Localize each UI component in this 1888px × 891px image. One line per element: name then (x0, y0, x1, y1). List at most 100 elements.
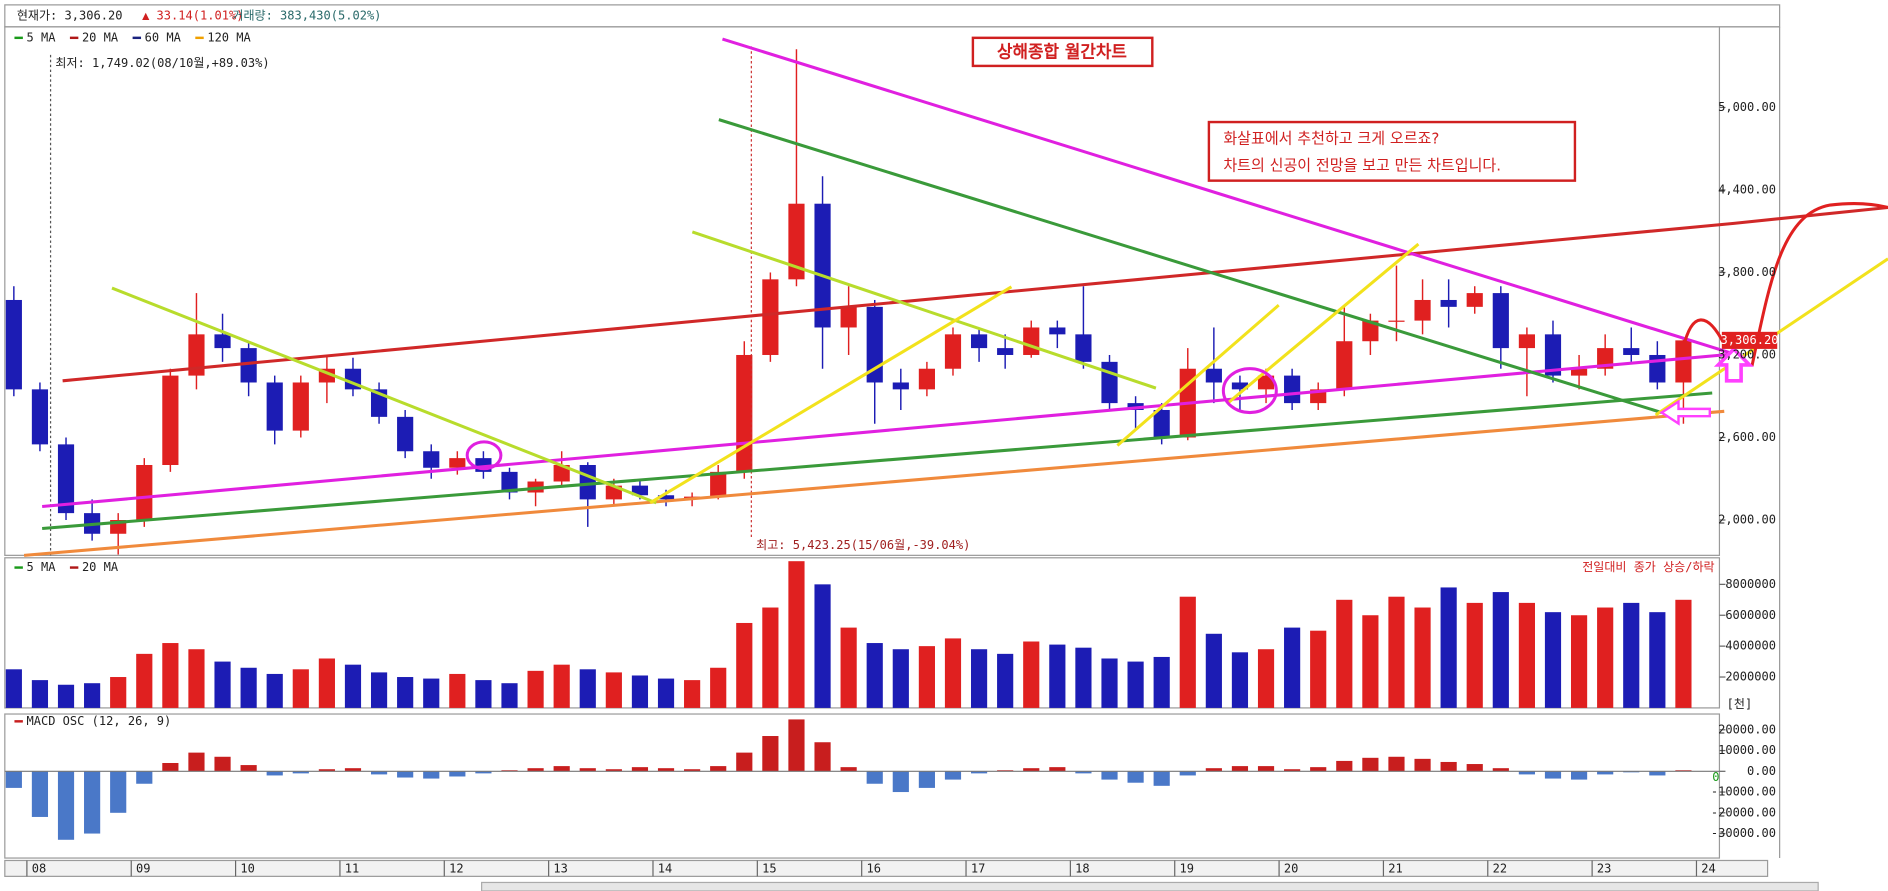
volume-bar (736, 622, 753, 708)
macd-bar (136, 771, 153, 784)
candle-body (1153, 409, 1170, 438)
candle-body (1388, 320, 1405, 322)
volume-bar (1231, 652, 1249, 708)
volume-bar (501, 683, 518, 708)
forecast-curve (1750, 202, 1888, 367)
volume-bar (475, 680, 492, 708)
candle-body (1049, 327, 1066, 335)
volume-bar (1336, 599, 1353, 708)
macd-bar (1597, 771, 1614, 775)
left-arrow (1659, 399, 1711, 426)
candle-body (892, 382, 909, 390)
candle-body (1570, 368, 1588, 376)
volume-bar (31, 680, 49, 708)
legend-label: 5 MA (26, 560, 56, 574)
volume-bar (1518, 602, 1535, 708)
legend-label: 5 MA (26, 30, 56, 44)
macd-bar (1310, 767, 1327, 772)
macd-bar (840, 767, 857, 772)
x-tick-label: 14 (658, 861, 672, 875)
macd-bar (188, 752, 205, 772)
volume-bar (1023, 641, 1040, 708)
macd-bar (918, 771, 935, 788)
candle-body (762, 279, 779, 355)
volume-bar (1075, 647, 1092, 708)
macd-bar (1414, 758, 1431, 772)
macd-bar (553, 766, 570, 772)
macd-bar (1101, 771, 1118, 780)
volume-bar (1257, 649, 1275, 708)
macd-bar (788, 719, 805, 772)
volume-bar (423, 678, 440, 708)
forecast-curve (1681, 318, 1726, 349)
x-tick-label: 17 (971, 861, 985, 875)
macd-bar (57, 771, 75, 840)
macd-bar (1362, 757, 1379, 772)
volume-bar (1675, 599, 1692, 708)
price-tag-label: 3,306.20 (1721, 333, 1779, 347)
note-box (1207, 120, 1577, 182)
candle-body (970, 334, 988, 349)
marks (4, 49, 1726, 877)
candle-body (1675, 340, 1692, 383)
y-tick-label: -10000.00 (1711, 785, 1776, 799)
trend-line (718, 118, 1663, 415)
volume-bar (397, 677, 414, 708)
candle-body (553, 464, 570, 482)
volume-bar (240, 667, 257, 708)
trend-line (42, 391, 1713, 531)
macd-bar (397, 771, 414, 778)
chart-title: 상해종합 월간차트 (997, 41, 1127, 62)
candle-body (449, 458, 466, 468)
volume-bar (1388, 596, 1405, 708)
volume-bar (814, 584, 831, 708)
volume-bar (631, 675, 649, 708)
macd-bar (1440, 761, 1457, 772)
volume-bar (449, 673, 466, 708)
macd-end-label: 0 (1712, 770, 1719, 784)
candle-body (292, 382, 309, 431)
volume-bar (1414, 607, 1431, 708)
volume-bar (892, 649, 909, 708)
macd-bar (449, 771, 466, 777)
volume-bar (214, 661, 231, 708)
volume-bar (970, 649, 988, 708)
volume-bar (1205, 633, 1222, 708)
y-tick-label: 2,600.00 (1718, 430, 1776, 444)
macd-bar (162, 762, 179, 772)
macd-bar (1466, 764, 1483, 772)
candle-body (631, 485, 649, 496)
macd-bar (657, 768, 675, 772)
macd-bar (527, 768, 544, 772)
y-tick-label: 6000000 (1725, 608, 1776, 622)
y-tick-label: 4000000 (1725, 639, 1776, 653)
x-tick-label: 15 (762, 861, 776, 875)
macd-bar (1284, 769, 1301, 772)
macd-bar (1544, 771, 1562, 779)
candle-body (188, 334, 205, 376)
y-tick-label: 20000.00 (1718, 722, 1776, 736)
volume-bar (553, 664, 570, 708)
info-price: 현재가: 3,306.20 (17, 8, 123, 22)
trend-line (722, 37, 1735, 356)
volume-bar (1127, 661, 1144, 708)
high-label: 최고: 5,423.25(15/06월,-39.04%) (756, 538, 970, 552)
volume-bar (1466, 602, 1483, 708)
volume-bar (527, 670, 544, 708)
macd-name: MACD OSC (12, 26, 9) (26, 714, 171, 728)
x-tick-label: 18 (1075, 861, 1089, 875)
candle-body (214, 334, 231, 349)
macd-bar (866, 771, 883, 784)
macd-bar (1492, 768, 1509, 772)
macd-bar (579, 768, 596, 772)
volume-bar (1649, 612, 1666, 708)
volume-bar (1049, 644, 1066, 708)
macd-bar (762, 736, 779, 772)
y-tick-label: 2,000.00 (1718, 512, 1776, 526)
drawings (23, 36, 1888, 557)
volume-bar (136, 653, 153, 708)
macd-bar (214, 756, 231, 772)
trend-line (62, 205, 1888, 383)
scrollbar[interactable] (481, 881, 1819, 891)
